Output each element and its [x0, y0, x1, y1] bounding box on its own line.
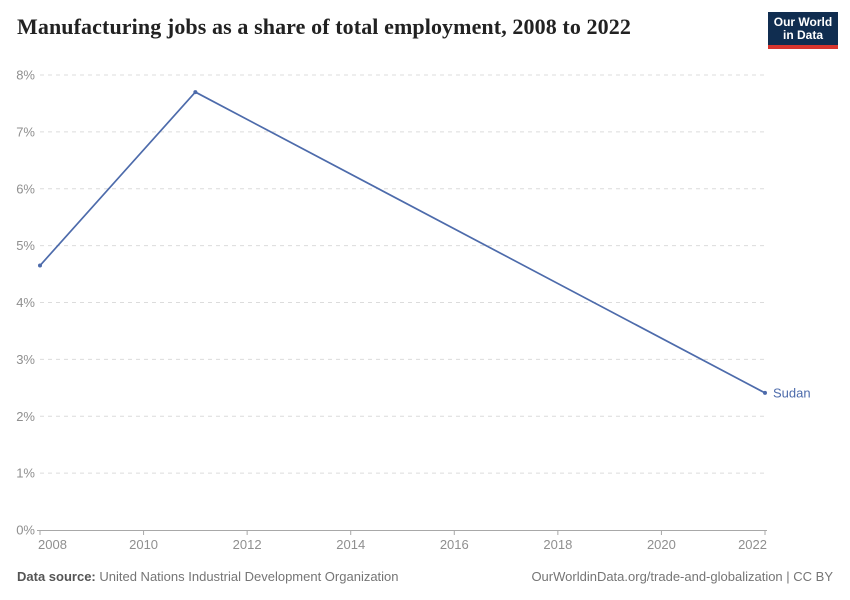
x-tick-label: 2020 [647, 537, 676, 552]
series-line-sudan[interactable] [39, 91, 766, 394]
y-tick-label: 7% [16, 124, 35, 139]
chart-title: Manufacturing jobs as a share of total e… [17, 14, 631, 39]
y-tick-label: 5% [16, 238, 35, 253]
data-point [193, 90, 198, 95]
x-tick-label: 2022 [738, 537, 767, 552]
chart-footer: Data source: United Nations Industrial D… [17, 569, 833, 584]
owid-logo[interactable]: Our World in Data [768, 12, 838, 49]
data-source-value: United Nations Industrial Development Or… [95, 569, 399, 584]
footer-citation[interactable]: OurWorldinData.org/trade-and-globalizati… [531, 569, 833, 584]
y-tick-label: 0% [16, 523, 35, 538]
y-tick-label: 3% [16, 352, 35, 367]
y-tick-label: 2% [16, 409, 35, 424]
y-tick-label: 6% [16, 181, 35, 196]
x-tick-label: 2014 [336, 537, 365, 552]
data-point [763, 390, 767, 395]
x-tick-label: 2008 [38, 537, 67, 552]
data-point [38, 263, 42, 268]
x-tick-label: 2012 [233, 537, 262, 552]
y-tick-label: 1% [16, 466, 35, 481]
data-source-label: Data source: [17, 569, 96, 584]
x-tick-label: 2018 [543, 537, 572, 552]
data-source: Data source: United Nations Industrial D… [17, 569, 399, 584]
owid-logo-line2: in Data [782, 28, 823, 42]
owid-logo-line1: Our World [773, 15, 833, 29]
x-tick-label: 2010 [129, 537, 158, 552]
x-tick-label: 2016 [440, 537, 469, 552]
y-tick-label: 8% [16, 68, 35, 83]
entity-label-sudan[interactable]: Sudan [773, 385, 811, 400]
y-tick-label: 4% [16, 295, 35, 310]
